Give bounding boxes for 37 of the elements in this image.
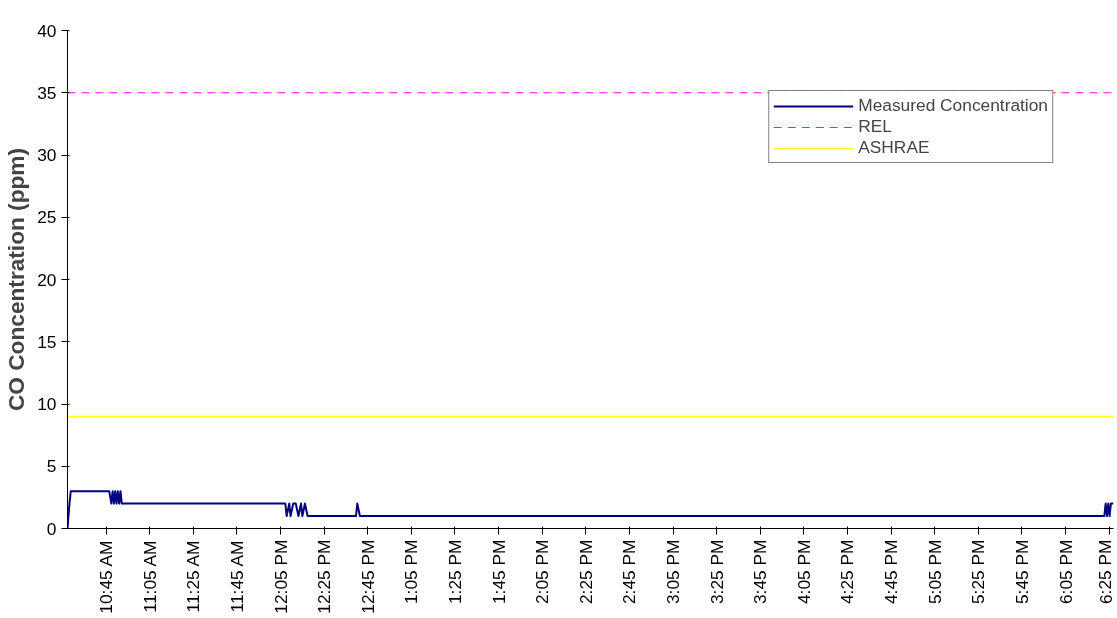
x-tick-label: 12:05 PM bbox=[270, 539, 291, 614]
x-tick-label: 4:25 PM bbox=[837, 539, 858, 605]
y-tick-label: 35 bbox=[37, 82, 57, 103]
y-axis-title: CO Concentration (ppm) bbox=[3, 147, 30, 412]
x-tick-label: 11:05 AM bbox=[139, 540, 160, 613]
x-tick-label: 10:45 AM bbox=[96, 540, 117, 614]
x-tick-label: 1:25 PM bbox=[444, 539, 465, 605]
y-tick-label: 25 bbox=[37, 207, 57, 228]
x-tick-label: 5:05 PM bbox=[924, 539, 945, 605]
y-tick-label: 0 bbox=[46, 518, 57, 539]
x-tick-label: 3:25 PM bbox=[706, 539, 727, 605]
y-tick-label: 30 bbox=[37, 145, 57, 165]
legend-label: REL bbox=[858, 116, 892, 137]
x-tick-label: 1:05 PM bbox=[401, 539, 422, 605]
x-tick-label: 2:05 PM bbox=[532, 539, 553, 605]
x-tick-label: 3:05 PM bbox=[663, 539, 684, 605]
x-tick-label: 2:45 PM bbox=[619, 539, 640, 605]
x-tick-label: 4:05 PM bbox=[793, 539, 814, 605]
y-tick-label: 40 bbox=[37, 20, 57, 41]
y-tick-label: 10 bbox=[37, 394, 57, 414]
x-tick-label: 4:45 PM bbox=[881, 539, 902, 605]
x-tick-label: 1:45 PM bbox=[488, 539, 509, 605]
y-tick-label: 15 bbox=[37, 331, 57, 352]
legend-label: ASHRAE bbox=[858, 137, 930, 158]
x-tick-label: 3:45 PM bbox=[750, 539, 771, 605]
x-tick-label: 11:45 AM bbox=[226, 540, 247, 613]
x-tick-label: 11:25 AM bbox=[183, 540, 204, 613]
legend-label: Measured Concentration bbox=[858, 95, 1048, 116]
x-tick-label: 5:45 PM bbox=[1011, 539, 1032, 605]
x-tick-label: 6:25 PM bbox=[1095, 539, 1116, 605]
x-tick-label: 2:25 PM bbox=[575, 539, 596, 605]
y-tick-label: 5 bbox=[46, 456, 57, 477]
y-tick-label: 20 bbox=[37, 269, 57, 290]
x-tick-label: 5:25 PM bbox=[968, 539, 989, 605]
x-tick-label: 6:05 PM bbox=[1055, 539, 1076, 605]
x-tick-label: 12:25 PM bbox=[314, 539, 335, 614]
x-tick-label: 12:45 PM bbox=[357, 539, 378, 614]
